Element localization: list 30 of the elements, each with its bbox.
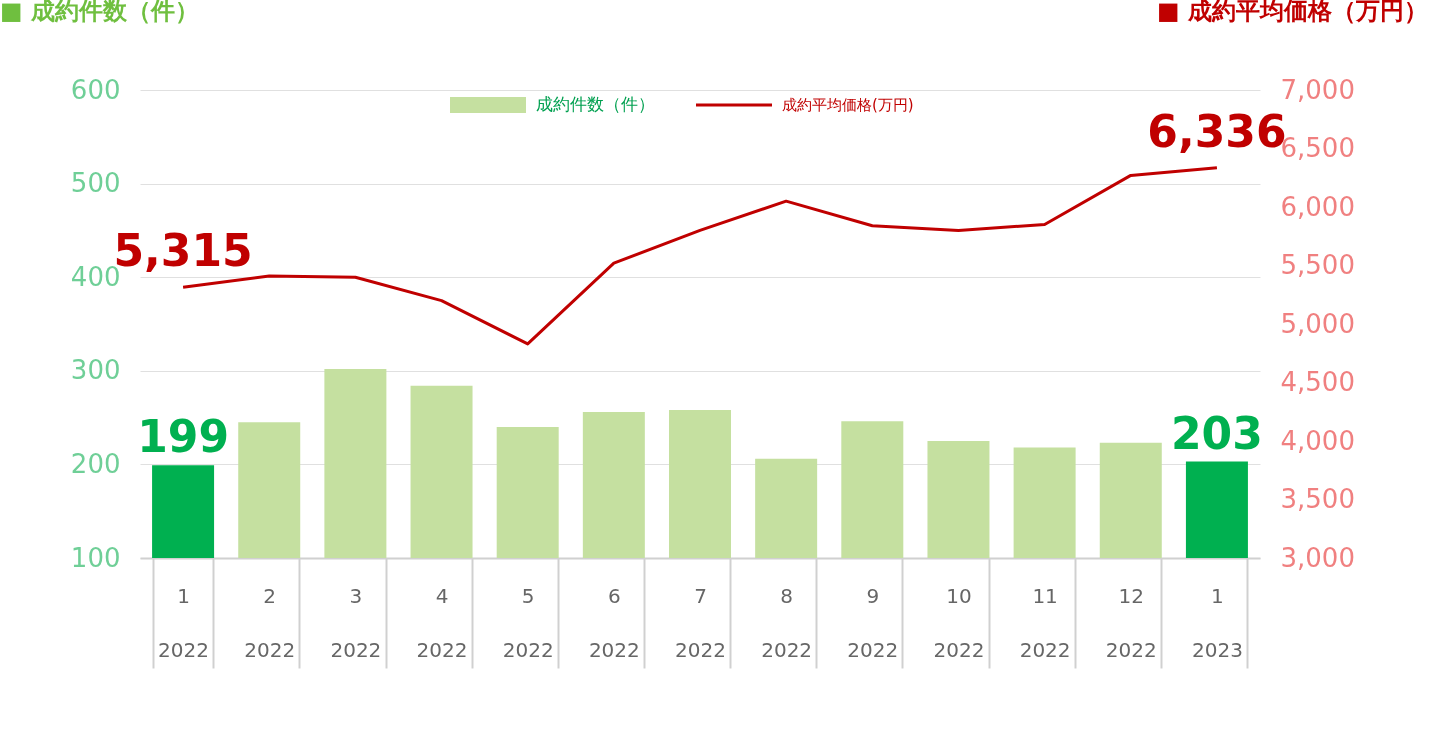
y-tick-label: 600 <box>70 74 121 105</box>
y-tick-label: 300 <box>70 355 121 386</box>
category-label: 5 2022 <box>502 583 554 662</box>
y-tick-label: 500 <box>70 168 121 199</box>
y2-tick-label: 3,500 <box>1280 484 1355 514</box>
category-label: 4 2022 <box>416 583 468 662</box>
y2-tick-label: 3,000 <box>1280 542 1355 573</box>
category-label: 2 2022 <box>244 583 296 662</box>
category-label: 6 2022 <box>588 583 640 662</box>
legend-label: 成約件数（件） <box>536 94 655 114</box>
category-label: 8 2022 <box>761 583 813 662</box>
y2-tick-label: 5,500 <box>1280 250 1355 280</box>
y2-tick-label: 6,000 <box>1280 191 1355 222</box>
category-label: 12 2022 <box>1105 583 1157 662</box>
y2-tick-label: 7,000 <box>1280 74 1355 105</box>
category-label: 1 2022 <box>158 583 210 662</box>
y-tick-label: 100 <box>70 542 121 573</box>
category-label: 1 2023 <box>1191 583 1243 662</box>
y2-tick-label: 4,500 <box>1280 367 1355 397</box>
y2-tick-label: 4,000 <box>1280 425 1355 456</box>
category-label: 11 2022 <box>1019 583 1071 662</box>
y-tick-label: 200 <box>70 448 121 479</box>
text: 成約平均価格(万円) <box>782 96 914 114</box>
category-label: 10 2022 <box>933 583 985 662</box>
data-label: 203 <box>1170 407 1263 459</box>
category-label: 9 2022 <box>847 583 899 662</box>
y2-tick-label: 5,000 <box>1280 308 1355 339</box>
category-label: 3 2022 <box>330 583 382 662</box>
category-label: 7 2022 <box>675 583 726 662</box>
data-label: 199 <box>137 411 230 463</box>
